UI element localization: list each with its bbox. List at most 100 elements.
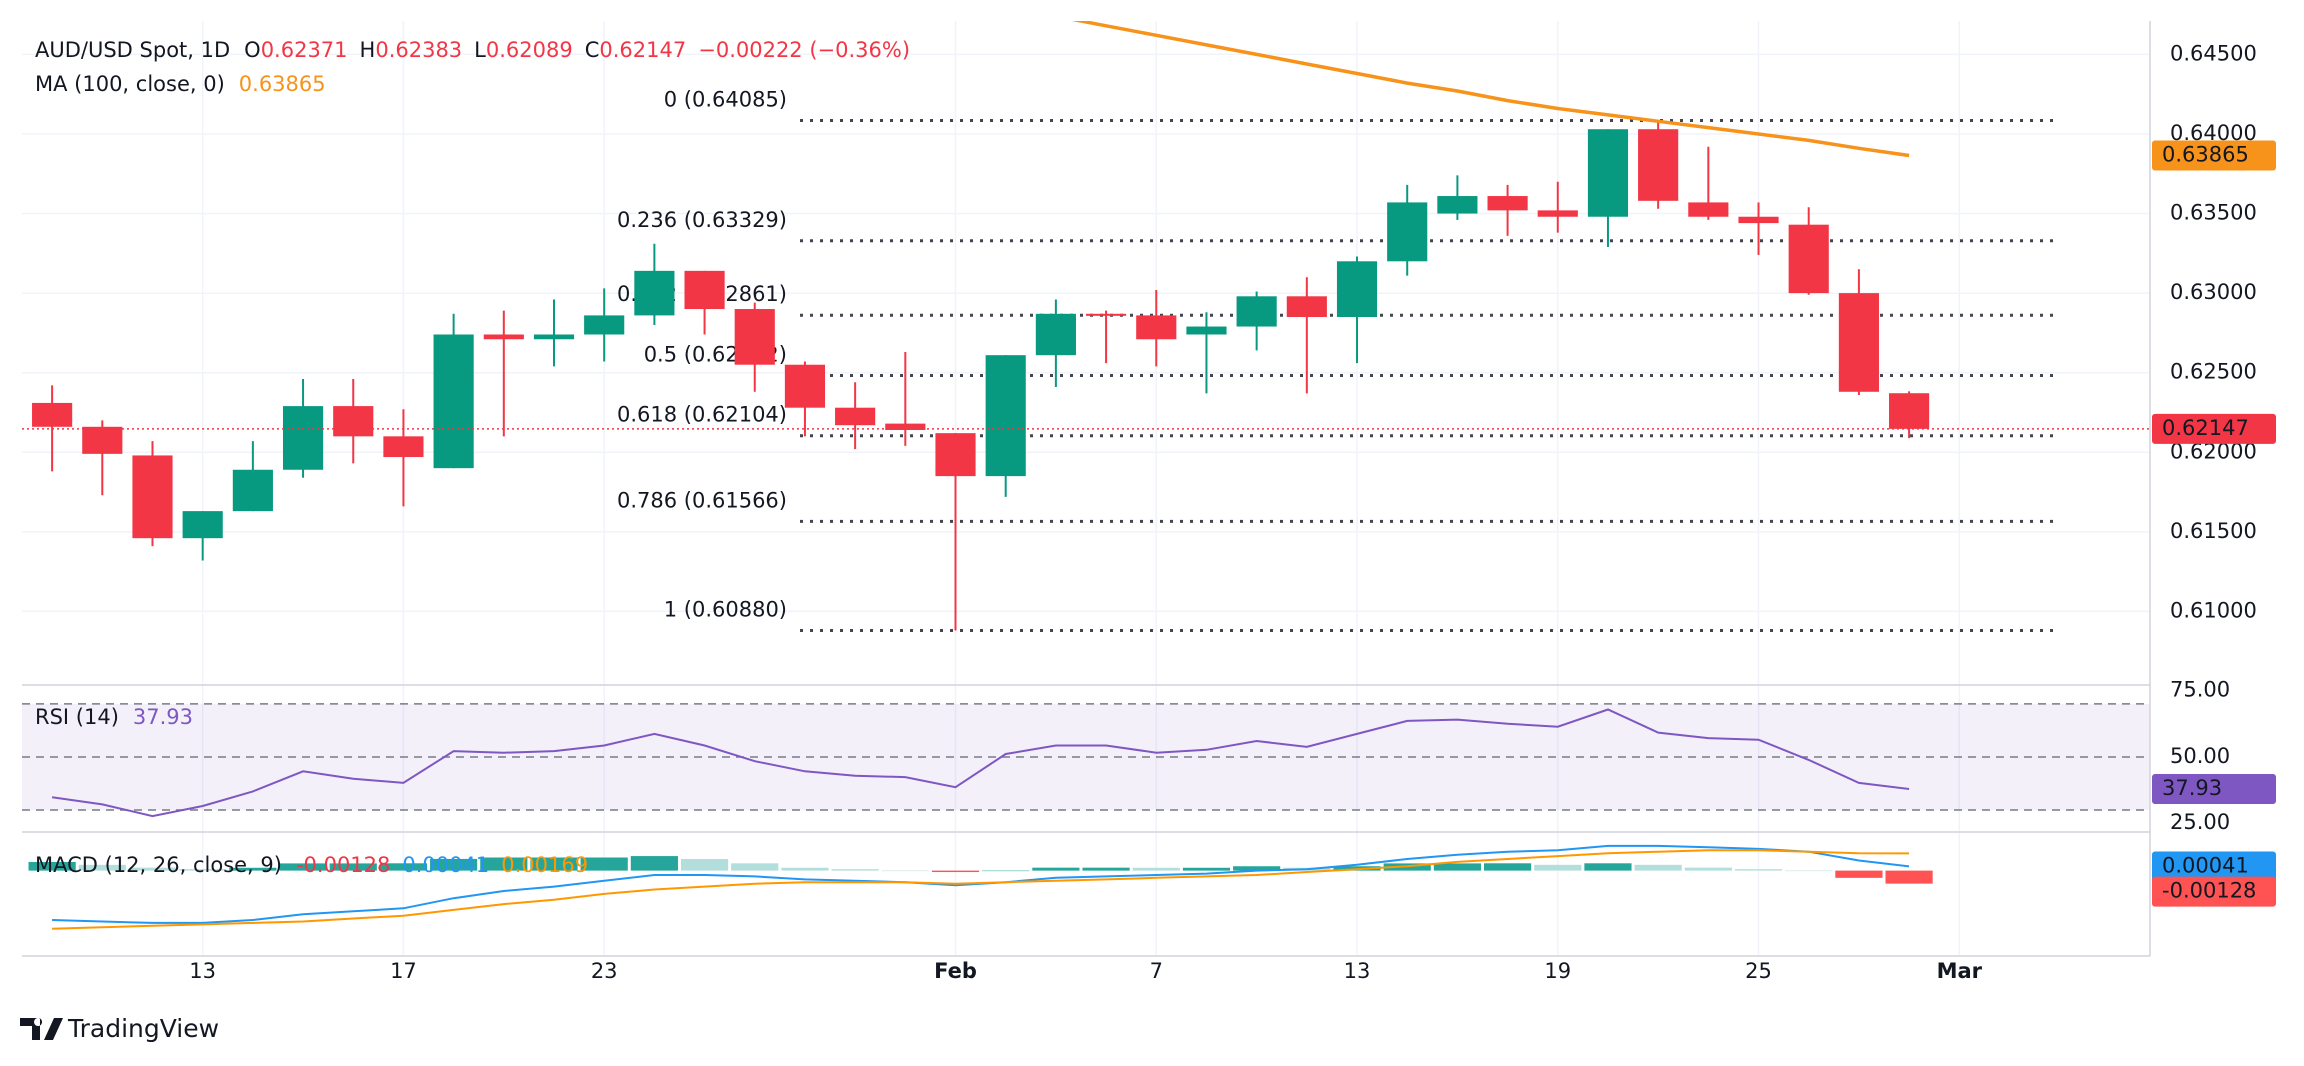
rsi-line (51, 708, 1910, 818)
legend-value: 0.62383 (375, 38, 462, 62)
histogram-bar (128, 867, 177, 871)
candle-body (333, 406, 374, 437)
histogram-bar (329, 863, 377, 871)
macd-title: MACD (12, 26, close, 9) (35, 853, 282, 877)
histogram-bar (731, 863, 779, 871)
candle-body (1838, 293, 1879, 392)
histogram-bar (580, 857, 628, 871)
fib-label: 0.786 (0.61566) (617, 488, 787, 512)
candle-body (1437, 196, 1478, 214)
histogram-bar (931, 870, 980, 873)
ma-price-label-box (2152, 140, 2276, 171)
macd-value-label: 0.00041 (2162, 853, 2249, 877)
histogram-bar (680, 859, 729, 871)
histogram-bar (1032, 867, 1080, 871)
candle-body (1035, 313, 1076, 356)
y-tick-label: 0.62500 (2170, 360, 2257, 384)
candle-body (1638, 129, 1679, 201)
brand-name: TradingView (67, 1014, 219, 1043)
candle-body (383, 436, 424, 458)
histogram-bar (1534, 864, 1582, 871)
candle-body (1086, 313, 1127, 316)
legend-value: 0.62147 (599, 38, 686, 62)
candle-body (885, 423, 926, 430)
macd-legend: MACD (12, 26, close, 9) -0.00128 0.00041 0.… (35, 853, 588, 877)
signal-value: 0.00169 (501, 853, 588, 877)
histogram-bar (781, 867, 829, 871)
candle-body (1889, 393, 1930, 429)
candle-body (533, 334, 575, 340)
x-tick-label: Mar (1937, 959, 1983, 983)
signal-line (52, 849, 1910, 930)
candle-body (32, 402, 73, 427)
legend-key: H (360, 38, 376, 62)
y-tick-label: 25.00 (2170, 810, 2230, 834)
candle-body (985, 355, 1026, 477)
fib-label: 0.236 (0.63329) (617, 208, 787, 232)
brand-logo (20, 1018, 63, 1040)
candle-body (784, 364, 826, 408)
candle-body (82, 426, 123, 454)
y-tick-label: 0.61500 (2170, 519, 2257, 543)
ma-value: 0.63865 (239, 72, 326, 96)
y-tick-label: 0.64500 (2170, 41, 2257, 65)
last-price-label: 0.62147 (2162, 416, 2249, 440)
histogram-bar (1785, 870, 1833, 872)
x-tick-label: 17 (390, 959, 417, 983)
y-tick-label: 0.61000 (2170, 598, 2257, 622)
candle-body (1487, 196, 1528, 211)
histogram-bar (630, 856, 678, 871)
histogram-bar (1433, 863, 1481, 871)
legend-key: L (474, 38, 486, 62)
x-tick-label: 13 (1344, 959, 1371, 983)
candle-body (1387, 202, 1428, 262)
candle-body (182, 511, 223, 539)
candle-body (1286, 296, 1327, 317)
histogram-bar (28, 861, 76, 871)
y-tick-label: 75.00 (2170, 678, 2230, 702)
x-tick-label: Feb (934, 959, 977, 983)
candle-body (232, 469, 273, 512)
candle-body (1186, 326, 1227, 335)
histogram-bar (1734, 869, 1783, 871)
histogram-bar (1483, 863, 1532, 871)
histogram-bar (1885, 870, 1933, 884)
candle-body (433, 334, 474, 469)
rsi-value-label: 37.93 (2162, 776, 2222, 800)
hist-value-label-box (2152, 876, 2276, 907)
ma-name: MA (100, close, 0) (35, 72, 225, 96)
x-tick-label: 25 (1745, 959, 1772, 983)
rsi-value: 37.93 (133, 705, 193, 729)
macd-value-label-box (2152, 851, 2276, 882)
last-price-label-box (2152, 413, 2276, 444)
y-tick-label: 0.63500 (2170, 201, 2257, 225)
histogram-bar (1132, 867, 1180, 871)
candle-body (1537, 210, 1578, 217)
candle-body (1688, 202, 1729, 217)
histogram-bar (1182, 867, 1231, 871)
candle-body (935, 433, 976, 477)
candle-body (132, 455, 173, 539)
fib-label: 1 (0.60880) (664, 597, 787, 621)
price-legend: AUD/USD Spot, 1D O0.62371 H0.62383 L0.62089… (35, 38, 910, 62)
legend-key: O (244, 38, 261, 62)
histogram-bar (1684, 867, 1732, 871)
legend-change: −0.00222 (−0.36%) (698, 38, 910, 62)
candle-body (1336, 261, 1378, 317)
histogram-bar (279, 863, 327, 871)
histogram-bar (530, 857, 578, 871)
histogram-bar (831, 869, 879, 871)
histogram-bar (379, 863, 428, 871)
macd-value: 0.00041 (402, 853, 489, 877)
candle-body (1587, 129, 1629, 217)
candle-body (1236, 296, 1277, 327)
x-tick-label: 19 (1544, 959, 1571, 983)
rsi-legend: RSI (14) 37.93 (35, 705, 193, 729)
y-tick-label: 50.00 (2170, 744, 2230, 768)
rsi-value-label-box (2152, 773, 2276, 804)
ma-legend: MA (100, close, 0) 0.63865 (35, 72, 326, 96)
plot: 0 (0.64085)0.236 (0.63329)0.382 (0.62861… (22, 21, 2150, 930)
fib-label: 0.618 (0.62104) (617, 403, 787, 427)
